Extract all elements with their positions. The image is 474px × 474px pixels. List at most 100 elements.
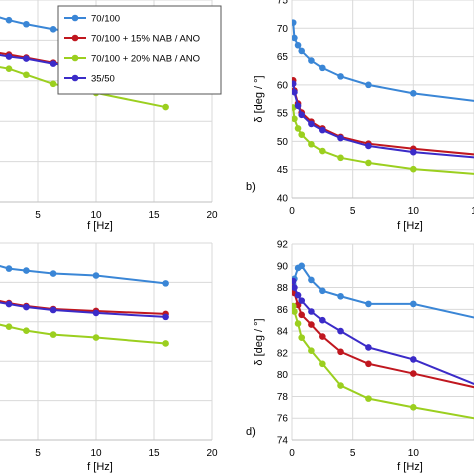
legend: 70/100 70/100 + 15% NAB / ANO 70/100 + 20%… — [57, 5, 222, 95]
data-point — [298, 297, 306, 304]
data-point — [319, 64, 326, 72]
data-point — [49, 25, 57, 33]
chart-panel-bottom-left: 5 10 15 20 f [Hz] — [0, 242, 218, 473]
x-tick-label: 0 — [289, 206, 295, 217]
y-axis-label: δ [deg / °] — [253, 75, 265, 122]
series-line — [292, 305, 474, 420]
series-group — [292, 19, 474, 175]
y-tick-label: 50 — [277, 137, 289, 148]
chart-panel-bottom-right: 0 5 10 74 76 78 80 82 84 86 88 90 92 f [Hz] δ [deg / °… — [246, 240, 474, 473]
legend-swatch-marker — [71, 54, 79, 62]
y-tick-label: 84 — [277, 327, 289, 338]
series-group — [0, 265, 169, 347]
data-point — [23, 55, 30, 62]
data-point — [49, 60, 57, 67]
y-tick-label: 40 — [277, 194, 289, 205]
x-tick-label: 5 — [350, 206, 356, 217]
data-point — [308, 120, 315, 128]
data-point — [5, 53, 13, 60]
data-point — [92, 309, 100, 317]
data-point — [294, 320, 302, 327]
data-point — [337, 292, 344, 300]
data-point — [162, 340, 169, 347]
data-point — [319, 287, 326, 295]
legend-box — [57, 5, 222, 95]
data-point — [5, 300, 13, 308]
series-line — [292, 287, 474, 389]
x-tick-label: 10 — [408, 448, 420, 459]
x-axis-label: f [Hz] — [397, 461, 423, 473]
y-tick-label: 75 — [277, 0, 289, 7]
data-point — [292, 88, 298, 96]
data-point — [49, 80, 57, 88]
data-point — [337, 154, 344, 162]
data-point — [410, 300, 417, 308]
panel-label: d) — [246, 426, 256, 438]
data-point — [337, 134, 344, 142]
data-point — [294, 291, 302, 299]
x-tick-label: 10 — [90, 448, 102, 459]
data-point — [319, 147, 326, 155]
series-group — [292, 262, 474, 420]
data-point — [308, 57, 315, 64]
data-point — [319, 316, 326, 324]
data-point — [365, 344, 372, 351]
data-point — [294, 102, 302, 110]
data-point — [292, 308, 298, 315]
legend-swatch-marker — [71, 74, 79, 82]
data-point — [5, 65, 13, 72]
data-point — [308, 140, 315, 148]
data-point — [5, 323, 13, 331]
data-point — [5, 265, 13, 272]
data-point — [294, 125, 302, 132]
x-tick-label: 5 — [35, 448, 41, 459]
data-point — [365, 300, 372, 308]
data-point — [162, 313, 169, 321]
data-point — [365, 395, 372, 402]
data-point — [23, 267, 30, 274]
y-tick-label: 74 — [277, 436, 289, 447]
data-point — [23, 20, 30, 28]
y-tick-label: 82 — [277, 348, 289, 359]
data-point — [319, 333, 326, 340]
data-point — [292, 34, 298, 42]
data-point — [410, 148, 417, 156]
data-point — [162, 280, 169, 287]
y-tick-label: 55 — [277, 109, 289, 120]
data-point — [365, 159, 372, 167]
data-point — [337, 348, 344, 356]
legend-entry-label: 70/100 — [91, 14, 120, 25]
data-point — [298, 262, 306, 270]
y-tick-label: 92 — [277, 240, 289, 251]
legend-swatch-marker — [71, 14, 79, 22]
data-point — [337, 73, 344, 80]
data-point — [365, 360, 372, 368]
panel-label: b) — [246, 181, 256, 193]
data-point — [365, 81, 372, 89]
data-point — [337, 382, 344, 389]
legend-entry-label: 70/100 + 15% NAB / ANO — [91, 34, 200, 45]
data-point — [365, 142, 372, 150]
data-point — [92, 334, 100, 341]
data-point — [5, 16, 13, 24]
x-tick-label: 20 — [206, 210, 218, 221]
data-point — [294, 41, 302, 49]
legend-entry-label: 70/100 + 20% NAB / ANO — [91, 54, 200, 65]
series-line — [292, 83, 474, 159]
y-tick-label: 78 — [277, 392, 289, 403]
x-tick-label: 15 — [148, 448, 160, 459]
data-point — [49, 306, 57, 314]
y-tick-label: 60 — [277, 80, 289, 91]
y-tick-label: 86 — [277, 305, 289, 316]
data-point — [319, 126, 326, 134]
data-point — [308, 276, 315, 284]
data-point — [298, 111, 306, 119]
data-point — [410, 165, 417, 173]
y-tick-label: 70 — [277, 24, 289, 35]
y-tick-label: 88 — [277, 283, 289, 294]
data-point — [49, 270, 57, 277]
x-tick-label: 0 — [289, 448, 295, 459]
data-point — [410, 370, 417, 377]
data-point — [292, 80, 297, 88]
